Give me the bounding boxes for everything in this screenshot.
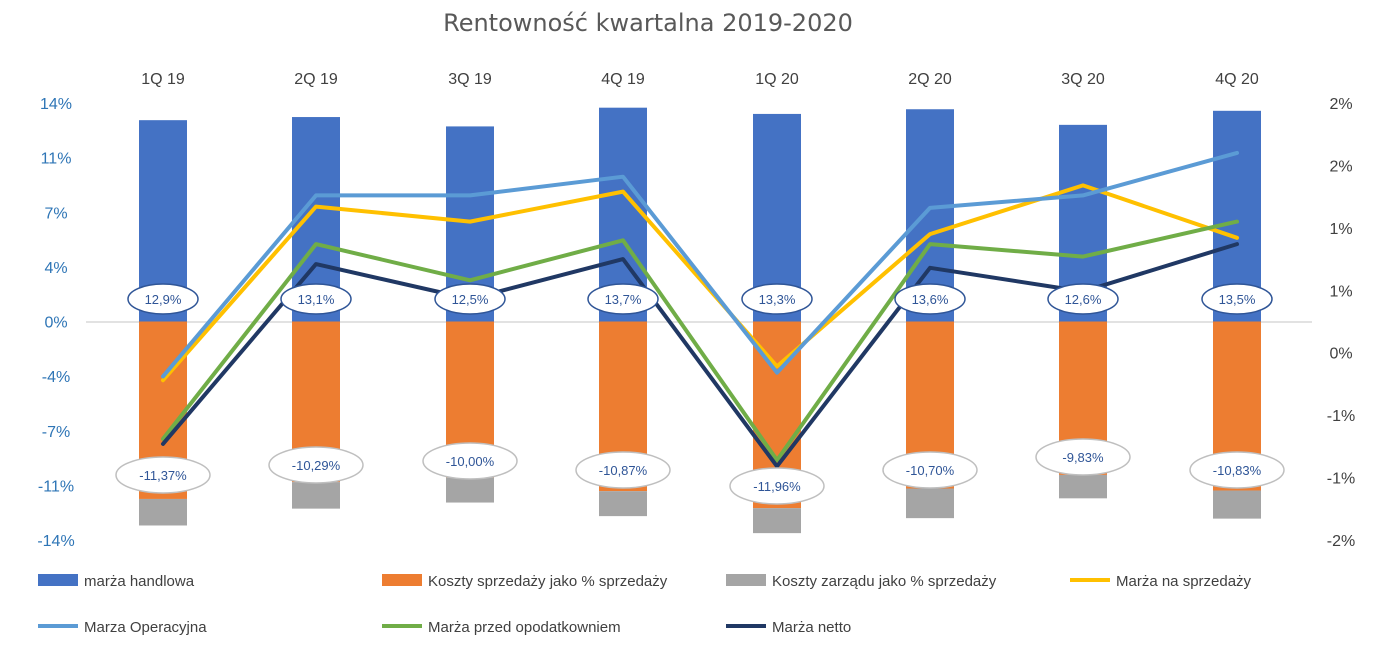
left-axis-tick-label: 4% <box>44 260 67 277</box>
data-label: -11,96% <box>753 479 801 494</box>
left-axis-tick-label: -11% <box>38 478 74 495</box>
data-label: -9,83% <box>1062 450 1104 465</box>
data-label: 13,1% <box>298 292 335 307</box>
line-marża-przed-opodatkowniem <box>161 219 1239 463</box>
right-axis-tick-label: 0% <box>1329 346 1352 363</box>
category-label: 2Q 19 <box>294 71 338 88</box>
legend-label: Marza Operacyjna <box>84 619 207 636</box>
legend-label: Marża przed opodatkowniem <box>428 619 621 636</box>
data-label: 13,5% <box>1219 292 1256 307</box>
data-label-bubble <box>1189 451 1285 489</box>
data-label: -10,70% <box>906 463 955 478</box>
left-axis-tick-label: 14% <box>40 96 72 113</box>
bar-koszty-zarządu-jako-sprzedaży <box>599 491 647 517</box>
data-label: -10,87% <box>599 463 648 478</box>
legend-swatch <box>382 574 422 586</box>
data-label-bubble <box>575 451 671 489</box>
bar-koszty-zarządu-jako-sprzedaży <box>446 477 494 503</box>
category-label: 1Q 20 <box>755 71 799 88</box>
data-label-bubble <box>127 283 199 315</box>
data-label-bubble <box>882 451 978 489</box>
data-label-bubble <box>434 283 506 315</box>
bar-koszty-zarządu-jako-sprzedaży <box>292 482 340 509</box>
line-marża-na-sprzedaży <box>161 183 1239 383</box>
data-label-bubble <box>1035 438 1131 476</box>
data-label: -10,83% <box>1213 463 1262 478</box>
bar-koszty-zarządu-jako-sprzedaży <box>139 498 187 526</box>
left-axis-tick-label: 0% <box>44 315 67 332</box>
right-axis-tick-label: -2% <box>1327 533 1355 550</box>
bar-koszty-zarządu-jako-sprzedaży <box>906 488 954 519</box>
category-label: 2Q 20 <box>908 71 952 88</box>
data-label-bubble <box>741 283 813 315</box>
right-axis-tick-label: 2% <box>1329 158 1352 175</box>
data-label-bubble <box>729 467 825 505</box>
legend-swatch <box>38 574 78 586</box>
bar-koszty-zarządu-jako-sprzedaży <box>1059 474 1107 499</box>
data-label: -10,00% <box>446 454 495 469</box>
category-label: 3Q 19 <box>448 71 492 88</box>
data-label-bubble <box>1201 283 1273 315</box>
data-label: 12,5% <box>452 292 489 307</box>
chart-title: Rentowność kwartalna 2019-2020 <box>443 9 853 37</box>
legend-label: Koszty sprzedaży jako % sprzedaży <box>428 573 668 590</box>
line-marża-netto <box>161 242 1239 469</box>
category-label: 4Q 20 <box>1215 71 1259 88</box>
data-label: -10,29% <box>292 458 341 473</box>
data-label-bubble <box>1047 283 1119 315</box>
legend-swatch <box>726 574 766 586</box>
data-label: 13,7% <box>605 292 642 307</box>
data-label-bubble <box>587 283 659 315</box>
right-axis-tick-label: -1% <box>1327 471 1355 488</box>
legend-label: Koszty zarządu jako % sprzedaży <box>772 573 997 590</box>
left-axis-tick-label: -4% <box>42 369 70 386</box>
right-axis-tick-label: 2% <box>1329 96 1352 113</box>
left-axis-tick-label: -7% <box>42 424 70 441</box>
bar-koszty-zarządu-jako-sprzedaży <box>1213 490 1261 519</box>
data-label: 12,9% <box>145 292 182 307</box>
right-axis-tick-label: -1% <box>1327 408 1355 425</box>
left-axis-tick-label: 11% <box>41 151 72 168</box>
data-label: 13,6% <box>912 292 949 307</box>
data-label-bubble <box>894 283 966 315</box>
data-label-bubble <box>268 446 364 484</box>
line-marza-operacyjna <box>161 150 1239 379</box>
right-axis-tick-label: 1% <box>1329 283 1352 300</box>
right-axis-tick-label: 1% <box>1329 221 1352 238</box>
data-label: 13,3% <box>759 292 796 307</box>
legend-label: Marża netto <box>772 619 851 636</box>
category-label: 4Q 19 <box>601 71 645 88</box>
left-axis-tick-label: -14% <box>37 533 74 550</box>
left-axis-tick-label: 7% <box>44 205 67 222</box>
legend-label: Marża na sprzedaży <box>1116 573 1252 590</box>
data-label: 12,6% <box>1065 292 1102 307</box>
bar-koszty-zarządu-jako-sprzedaży <box>753 508 801 534</box>
category-label: 1Q 19 <box>141 71 185 88</box>
legend-label: marża handlowa <box>84 573 195 590</box>
data-label-bubble <box>280 283 352 315</box>
data-label-bubble <box>115 456 211 494</box>
data-label: -11,37% <box>139 468 187 483</box>
category-label: 3Q 20 <box>1061 71 1105 88</box>
data-label-bubble <box>422 442 518 480</box>
